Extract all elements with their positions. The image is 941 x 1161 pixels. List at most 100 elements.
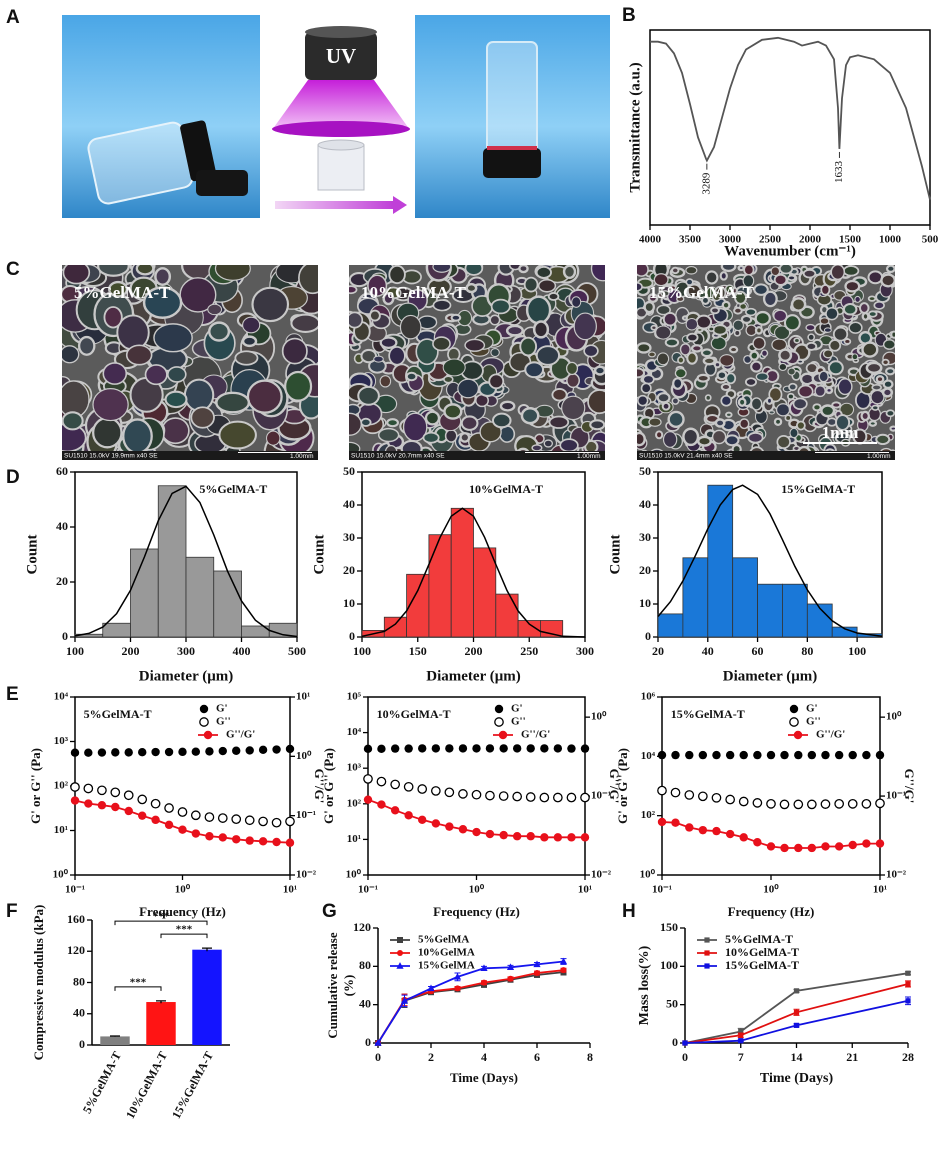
sem-pore [822,349,834,359]
sem-pore [720,265,737,273]
data-point [780,750,789,760]
data-point [218,833,227,842]
sem-pore [218,420,257,450]
sem-pore [491,412,512,429]
sem-pore [807,333,816,342]
legend-label: G'' [216,716,231,728]
sem-pore [686,283,703,299]
sem-pore [783,314,801,332]
sem-pore [793,337,801,344]
sem-pore [881,358,890,366]
sem-pore [432,265,452,273]
sem-pore [97,265,130,277]
sem-pore [479,421,502,443]
data-point [417,784,428,794]
y-tick-label: 80 [359,958,371,972]
data-point [552,792,563,803]
legend-label: G''/G' [816,729,845,741]
sem-pore [728,345,739,354]
data-point [363,795,373,804]
sem-pore [154,267,172,286]
x-tick-label: 10⁰ [175,884,191,896]
sem-pore [190,406,215,429]
data-point [834,799,845,809]
sem-pore [637,367,646,379]
sem-pore [377,427,400,443]
data-point [834,750,844,760]
legend-marker [704,963,710,969]
data-point [458,825,468,834]
sem-pore [890,330,895,339]
legend-label: G'' [806,716,821,728]
data-point [905,998,911,1004]
sem-scale: 1.00mm [867,453,890,460]
data-point [178,825,187,834]
error-bar [156,1000,166,1004]
data-point [698,750,708,760]
data-point [110,787,121,798]
histogram-bar [473,547,497,638]
sem-pore [837,378,853,396]
data-point [766,842,776,851]
y-tick-label: 40 [73,1006,85,1020]
data-point [191,747,201,756]
legend-label: 5%GelMA [418,934,469,946]
y2-tick-label: 10⁰ [296,750,312,762]
sem-pore [714,418,726,428]
sem-pore [686,351,698,365]
data-point [821,842,830,851]
x-axis-label: Frequency (Hz) [139,904,226,919]
legend-marker [203,730,213,740]
sem-pore [711,429,727,445]
y-axis-label: Count [24,534,40,574]
sem-pore [773,417,783,426]
y-axis-label: Mass loss(%) [637,945,652,1025]
data-point [178,747,187,757]
sem-pore [234,350,259,366]
data-point [271,817,282,828]
data-point [534,970,540,977]
sem-pore [843,338,852,345]
sem-pore [790,297,807,312]
data-point [430,786,441,796]
sem-pore [695,314,713,330]
y-tick-label: 10 [639,596,651,610]
sem-pore [805,323,816,332]
sem-pore [724,434,740,447]
legend-label: G''/G' [521,729,550,741]
y-tick-label: 0 [349,629,355,643]
sem-pore [656,304,671,316]
y-tick-label: 120 [353,920,371,934]
sem-pore [290,313,318,333]
sem-pore [784,414,792,422]
sem-pore [524,361,545,379]
sem-pore [797,384,814,399]
sem-pore [851,353,859,361]
sem-pore [161,417,190,445]
sem-pore [747,431,764,444]
data-point [258,837,268,846]
sem-pore [642,374,655,385]
series-line [684,972,909,1044]
data-point [232,746,241,755]
chart-title: 15%GelMA-T [781,482,855,496]
data-point [905,970,911,976]
sem-pore [465,282,478,294]
y-tick-label: 10¹ [54,824,68,836]
sem-info: SU1510 15.0kV 19.9mm x40 SE [64,453,158,460]
sem-pore [135,265,155,276]
sem-pore [685,266,698,275]
series-line [377,960,564,1044]
x-tick-label: 4000 [639,234,662,246]
lamp-label: UV [326,44,356,68]
y2-axis-label: G''/G' [312,769,327,804]
sem-pore [827,360,844,376]
sem-pore [835,414,851,431]
sem-pore [662,311,678,327]
sem-pore [775,403,791,417]
panel-letter: F [6,901,18,922]
legend-label: 5%GelMA-T [725,932,793,946]
sem-pore [144,364,168,386]
sem-pore [637,307,648,319]
sem-pore [828,339,842,352]
